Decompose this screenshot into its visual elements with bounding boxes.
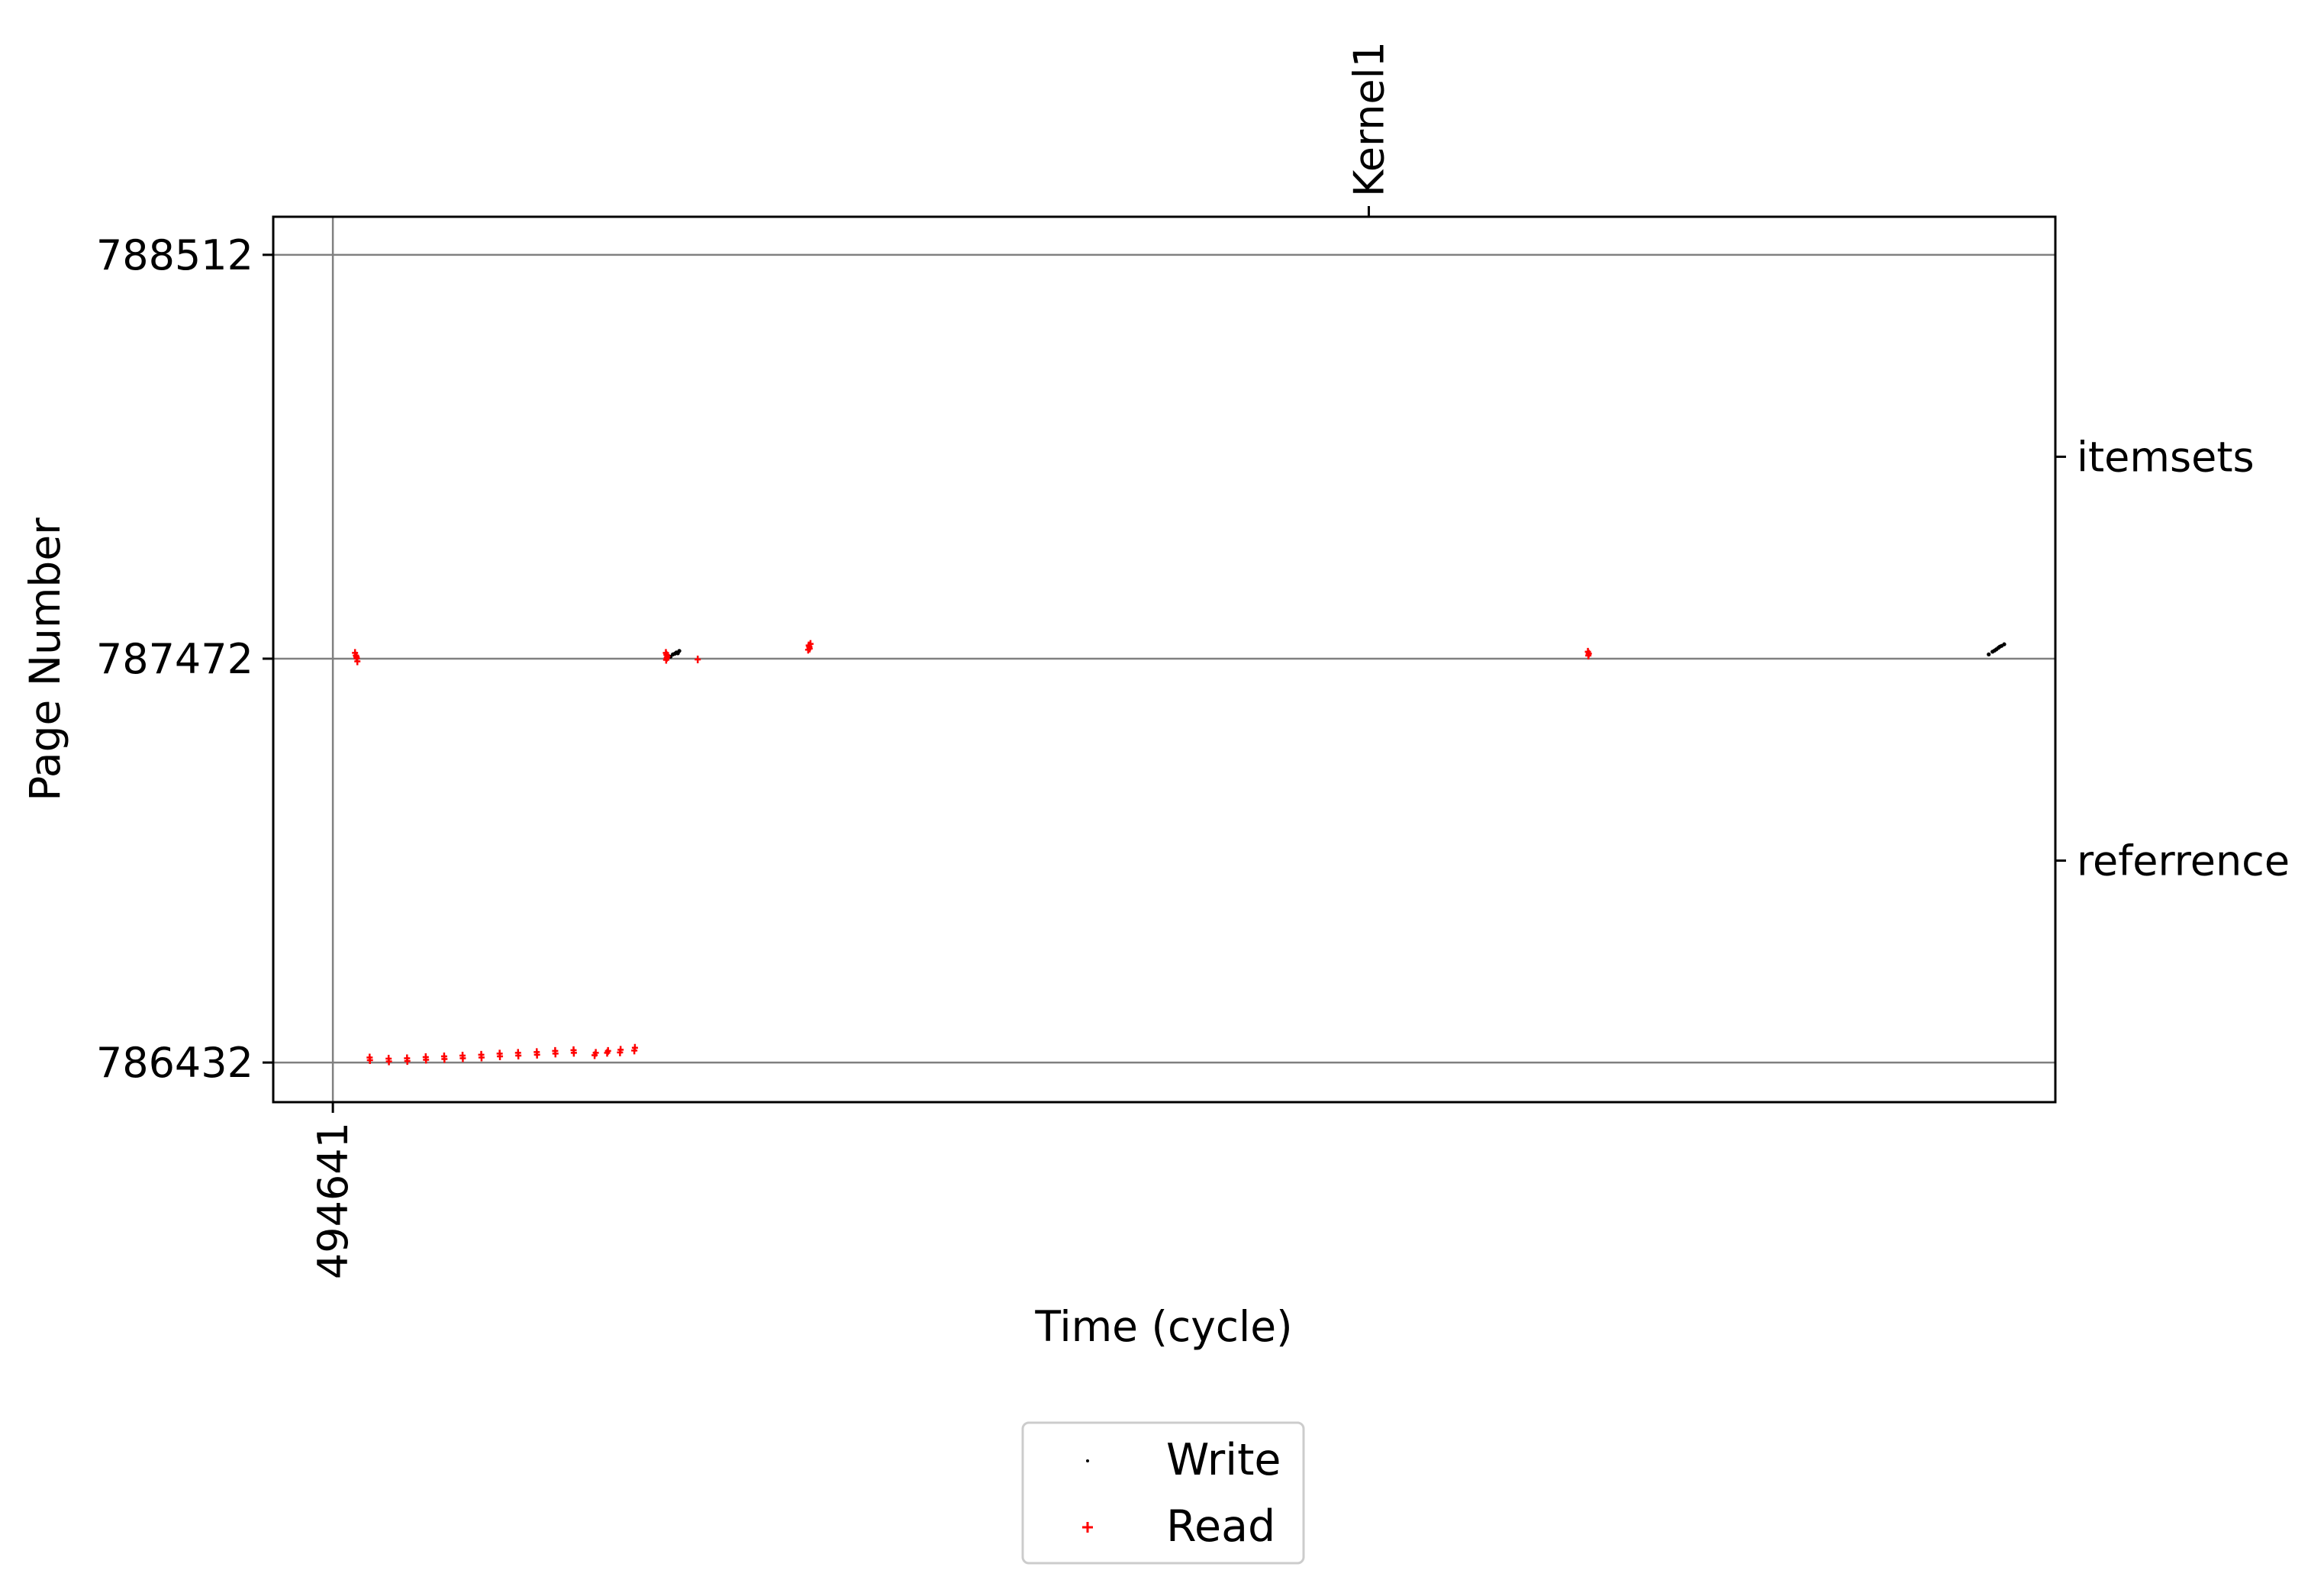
legend-write-label: Write bbox=[1166, 1435, 1281, 1485]
axis-ticks: 786432 787472 788512 494641 itemsets referren… bbox=[96, 41, 2290, 1279]
x-axis-label: Time (cycle) bbox=[1034, 1302, 1292, 1351]
write-point bbox=[675, 651, 680, 656]
y-axis-label: Page Number bbox=[21, 517, 69, 801]
read-point bbox=[1585, 651, 1592, 659]
legend-read-label: Read bbox=[1166, 1501, 1275, 1552]
read-point bbox=[604, 1046, 611, 1055]
right-tick-label: itemsets bbox=[2077, 433, 2255, 481]
write-point bbox=[2002, 642, 2007, 646]
read-point bbox=[478, 1053, 485, 1062]
y-tick-label: 787472 bbox=[96, 635, 253, 683]
grid-lines bbox=[273, 217, 2055, 1102]
read-point bbox=[617, 1046, 624, 1054]
read-point bbox=[805, 641, 812, 650]
write-point bbox=[1987, 652, 1991, 656]
top-tick-label: Kernel1 bbox=[1345, 41, 1393, 197]
write-point bbox=[1996, 646, 2000, 650]
read-point bbox=[533, 1050, 540, 1059]
read-point bbox=[631, 1043, 638, 1052]
read-point bbox=[385, 1057, 392, 1066]
data-points bbox=[352, 640, 2007, 1066]
read-point bbox=[592, 1049, 599, 1057]
y-tick-label: 788512 bbox=[96, 231, 253, 279]
y-tick-label: 786432 bbox=[96, 1039, 253, 1087]
read-point bbox=[695, 656, 701, 663]
x-tick-label: 494641 bbox=[309, 1122, 357, 1279]
right-tick-label: referrence bbox=[2077, 837, 2290, 885]
read-point bbox=[353, 653, 360, 661]
read-point bbox=[459, 1054, 466, 1062]
read-point bbox=[441, 1055, 448, 1063]
read-point bbox=[662, 656, 669, 664]
read-point bbox=[570, 1049, 577, 1057]
write-point bbox=[672, 651, 677, 656]
read-point bbox=[497, 1052, 504, 1060]
legend-write-marker bbox=[1086, 1459, 1089, 1462]
read-point bbox=[423, 1056, 430, 1064]
read-point bbox=[552, 1049, 559, 1058]
read-point bbox=[366, 1056, 373, 1065]
legend-read-marker bbox=[1082, 1522, 1093, 1533]
write-point bbox=[1992, 648, 1997, 653]
read-point bbox=[404, 1057, 411, 1066]
read-point bbox=[515, 1051, 522, 1059]
legend: Write Read bbox=[1021, 1421, 1305, 1565]
